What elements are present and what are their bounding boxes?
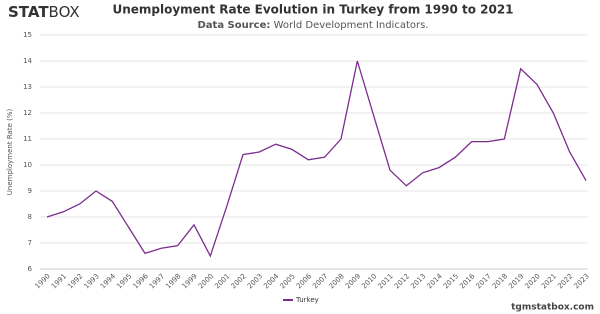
subtitle-label: Data Source: — [198, 20, 271, 31]
x-tick-label: 1991 — [50, 272, 68, 290]
x-tick-label: 2002 — [230, 272, 248, 290]
x-tick-label: 2015 — [442, 272, 460, 290]
x-tick-label: 2001 — [213, 272, 231, 290]
y-tick-label: 15 — [23, 31, 32, 39]
x-tick-label: 2011 — [377, 272, 395, 290]
x-tick-label: 2007 — [311, 272, 329, 290]
x-tick-label: 2013 — [409, 272, 427, 290]
x-tick-label: 2023 — [573, 272, 591, 290]
x-tick-label: 1999 — [181, 272, 199, 290]
x-tick-label: 2006 — [295, 272, 314, 291]
watermark: tgmstatbox.com — [511, 303, 594, 313]
x-tick-label: 2021 — [540, 272, 558, 290]
legend-label: Turkey — [295, 296, 319, 304]
x-tick-label: 1997 — [148, 272, 166, 290]
x-tick-label: 2014 — [426, 272, 445, 291]
y-tick-label: 11 — [23, 135, 32, 143]
x-tick-label: 2019 — [507, 272, 525, 290]
x-tick-label: 1998 — [164, 272, 182, 290]
subtitle-text: World Development Indicators. — [274, 20, 429, 31]
x-tick-label: 2003 — [246, 272, 264, 290]
x-tick-label: 1993 — [83, 272, 101, 290]
logo: STATBOX — [8, 3, 80, 21]
y-tick-label: 9 — [28, 187, 32, 195]
x-tick-label: 2016 — [458, 272, 477, 291]
x-tick-label: 2009 — [344, 272, 362, 290]
logo-light: BOX — [49, 3, 80, 21]
y-tick-label: 10 — [23, 161, 32, 169]
x-tick-label: 2010 — [360, 272, 378, 290]
line — [46, 60, 587, 258]
x-tick-label: 1992 — [66, 272, 84, 290]
x-tick-label: 2012 — [393, 272, 411, 290]
x-tick-label: 1996 — [132, 272, 151, 291]
x-tick-label: 2022 — [556, 272, 574, 290]
x-tick-label: 2004 — [262, 272, 281, 291]
x-tick-label: 2020 — [524, 272, 542, 290]
y-tick-label: 13 — [23, 83, 32, 91]
y-axis-label: Unemployment Rate (%) — [6, 109, 14, 196]
x-tick-label: 2008 — [328, 272, 346, 290]
x-tick-label: 1995 — [115, 272, 133, 290]
x-tick-label: 1994 — [99, 272, 118, 291]
x-tick-label: 2005 — [279, 272, 297, 290]
x-tick-label: 2000 — [197, 272, 215, 290]
y-tick-label: 7 — [28, 239, 32, 247]
subtitle: Data Source: World Development Indicator… — [198, 20, 429, 31]
y-tick-label: 6 — [28, 265, 33, 273]
x-tick-label: 2018 — [491, 272, 509, 290]
chart-title: Unemployment Rate Evolution in Turkey fr… — [112, 3, 513, 17]
y-tick-label: 8 — [28, 213, 32, 221]
y-tick-label: 14 — [23, 57, 32, 65]
y-tick-label: 12 — [23, 109, 32, 117]
logo-bold: STAT — [8, 3, 49, 21]
x-tick-label: 1990 — [34, 272, 52, 290]
x-tick-label: 2017 — [475, 272, 493, 290]
